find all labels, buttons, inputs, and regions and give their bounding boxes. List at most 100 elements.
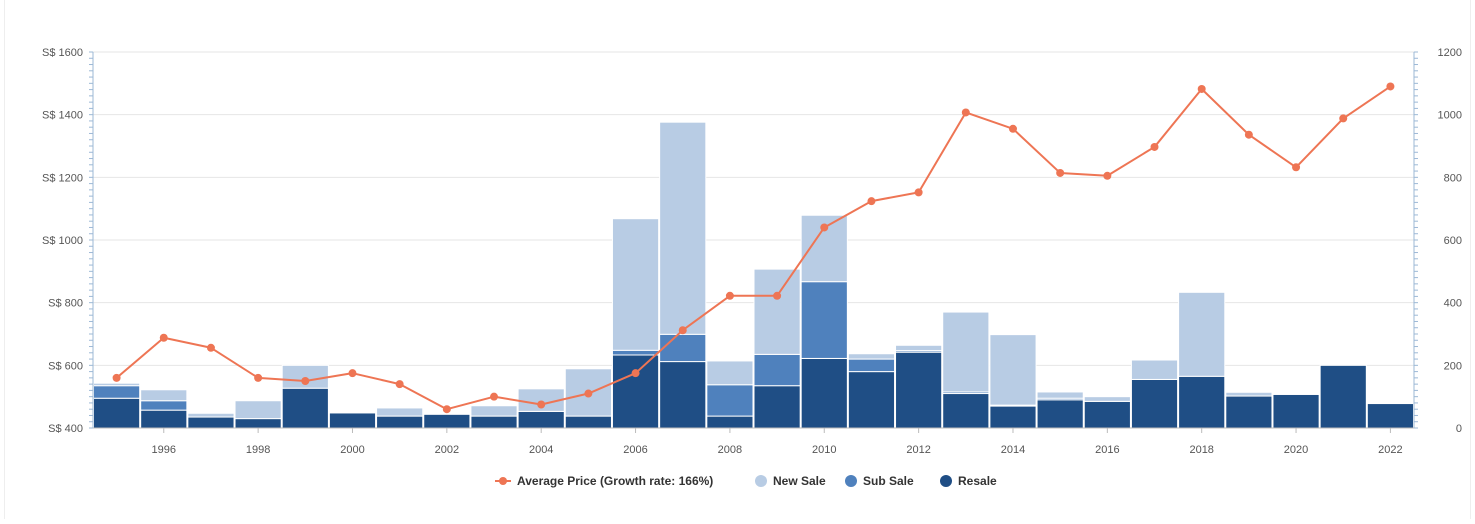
y-right-tick-label: 200 bbox=[1444, 360, 1462, 372]
average-price-point bbox=[961, 108, 970, 117]
y-left-tick-label: S$ 1200 bbox=[42, 172, 83, 184]
bar-segment-resale bbox=[895, 351, 943, 429]
average-price-point bbox=[1244, 130, 1253, 139]
x-tick-label: 2016 bbox=[1095, 444, 1119, 456]
bar-segment-resale bbox=[1083, 400, 1131, 429]
bars-layer bbox=[93, 121, 1414, 429]
x-tick-label: 2022 bbox=[1378, 444, 1402, 456]
y-right-tick-label: 1200 bbox=[1438, 47, 1462, 59]
bar-segment-resale bbox=[470, 415, 518, 429]
bar-segment-sub-sale bbox=[706, 384, 754, 417]
x-tick-label: 2018 bbox=[1189, 444, 1213, 456]
bar-segment-resale bbox=[281, 387, 329, 429]
average-price-point bbox=[867, 197, 876, 206]
y-right-tick-label: 1000 bbox=[1438, 110, 1462, 122]
legend-swatch bbox=[940, 475, 952, 487]
bar-segment-new-sale bbox=[1083, 396, 1131, 402]
bar-segment-sub-sale bbox=[659, 333, 707, 363]
average-price-point bbox=[301, 377, 310, 385]
x-tick-label: 2020 bbox=[1284, 444, 1308, 456]
bar-segment-sub-sale bbox=[753, 353, 801, 387]
y-left-tick-label: S$ 1600 bbox=[42, 47, 83, 59]
average-price-point bbox=[112, 373, 121, 382]
average-price-point bbox=[395, 380, 404, 389]
bar-segment-resale bbox=[753, 385, 801, 429]
x-tick-label: 2002 bbox=[435, 444, 459, 456]
x-tick-label: 2006 bbox=[623, 444, 647, 456]
average-price-point bbox=[1103, 171, 1112, 180]
bar-segment-resale bbox=[140, 409, 188, 429]
average-price-point bbox=[631, 369, 640, 378]
bar-segment-resale bbox=[1319, 364, 1367, 429]
bar-segment-new-sale bbox=[989, 334, 1037, 406]
y-left-tick-label: S$ 1400 bbox=[42, 110, 83, 122]
x-tick-label: 1996 bbox=[152, 444, 176, 456]
average-price-point bbox=[678, 326, 687, 335]
bar-segment-new-sale bbox=[234, 400, 282, 420]
x-tick-label: 1998 bbox=[246, 444, 270, 456]
bar-segment-resale bbox=[611, 354, 660, 429]
chart-svg: S$ 400 S$ 600 S$ 800 S$ 1000 S$ 1200 S$ 1400 S… bbox=[42, 47, 1462, 488]
bar-segment-new-sale bbox=[1130, 359, 1179, 380]
average-price-point bbox=[490, 392, 499, 401]
average-price-point bbox=[1292, 163, 1301, 172]
legend-swatch bbox=[755, 475, 767, 487]
bar-segment-sub-sale bbox=[140, 400, 188, 411]
average-price-point bbox=[159, 333, 168, 342]
y-left-tick-label: S$ 400 bbox=[48, 423, 83, 435]
bar-segment-resale bbox=[1130, 378, 1179, 429]
x-tick-label: 2008 bbox=[718, 444, 742, 456]
average-price-point bbox=[1339, 114, 1348, 123]
average-price-point bbox=[1386, 82, 1395, 91]
x-tick-label: 2004 bbox=[529, 444, 553, 456]
bar-segment-resale bbox=[1366, 403, 1414, 429]
average-price-point bbox=[584, 389, 593, 398]
bar-segment-new-sale bbox=[1225, 391, 1273, 397]
average-price-point bbox=[1150, 142, 1159, 151]
legend-layer: Average Price (Growth rate: 166%) New Sal… bbox=[495, 474, 997, 488]
y-left-tick-label: S$ 1000 bbox=[42, 235, 83, 247]
bar-segment-resale bbox=[942, 393, 990, 429]
bar-segment-resale bbox=[800, 357, 848, 429]
bar-segment-resale bbox=[1272, 393, 1320, 429]
y-right-tick-label: 400 bbox=[1444, 298, 1462, 310]
bar-segment-new-sale bbox=[1178, 291, 1226, 377]
average-price-point bbox=[820, 223, 829, 232]
bar-segment-sub-sale bbox=[611, 349, 660, 356]
legend-label: Resale bbox=[958, 474, 997, 488]
x-tick-label: 2000 bbox=[340, 444, 364, 456]
bar-segment-resale bbox=[423, 413, 471, 429]
bar-segment-new-sale bbox=[140, 389, 188, 402]
line-layer bbox=[112, 82, 1395, 414]
y-left-tick-label: S$ 600 bbox=[48, 360, 83, 372]
bar-segment-resale bbox=[659, 361, 707, 429]
bar-segment-new-sale bbox=[659, 121, 707, 335]
bar-segment-new-sale bbox=[611, 218, 660, 351]
bar-segment-resale bbox=[1036, 399, 1084, 429]
bar-segment-new-sale bbox=[187, 412, 235, 418]
average-price-point bbox=[348, 369, 357, 378]
bar-segment-sub-sale bbox=[93, 385, 141, 399]
bar-segment-resale bbox=[1178, 375, 1226, 429]
bar-segment-sub-sale bbox=[847, 358, 896, 373]
bar-segment-new-sale bbox=[376, 407, 424, 417]
y-right-tick-label: 600 bbox=[1444, 235, 1462, 247]
bar-segment-new-sale bbox=[470, 405, 518, 417]
average-price-point bbox=[206, 343, 215, 352]
x-tick-label: 2010 bbox=[812, 444, 836, 456]
bar-segment-resale bbox=[187, 416, 235, 429]
legend-label: Sub Sale bbox=[863, 474, 914, 488]
bar-segment-new-sale bbox=[753, 268, 801, 355]
bar-segment-resale bbox=[989, 405, 1037, 429]
average-price-point bbox=[1008, 124, 1017, 133]
average-price-point bbox=[442, 405, 451, 414]
average-price-point bbox=[725, 291, 734, 300]
average-price-point bbox=[914, 188, 923, 197]
bar-segment-new-sale bbox=[423, 412, 471, 415]
average-price-line bbox=[115, 85, 1391, 411]
legend-label: New Sale bbox=[773, 474, 826, 488]
bar-segment-resale bbox=[376, 415, 424, 429]
bar-segment-resale bbox=[93, 397, 141, 429]
average-price-point bbox=[254, 373, 263, 382]
bar-segment-new-sale bbox=[93, 382, 141, 387]
